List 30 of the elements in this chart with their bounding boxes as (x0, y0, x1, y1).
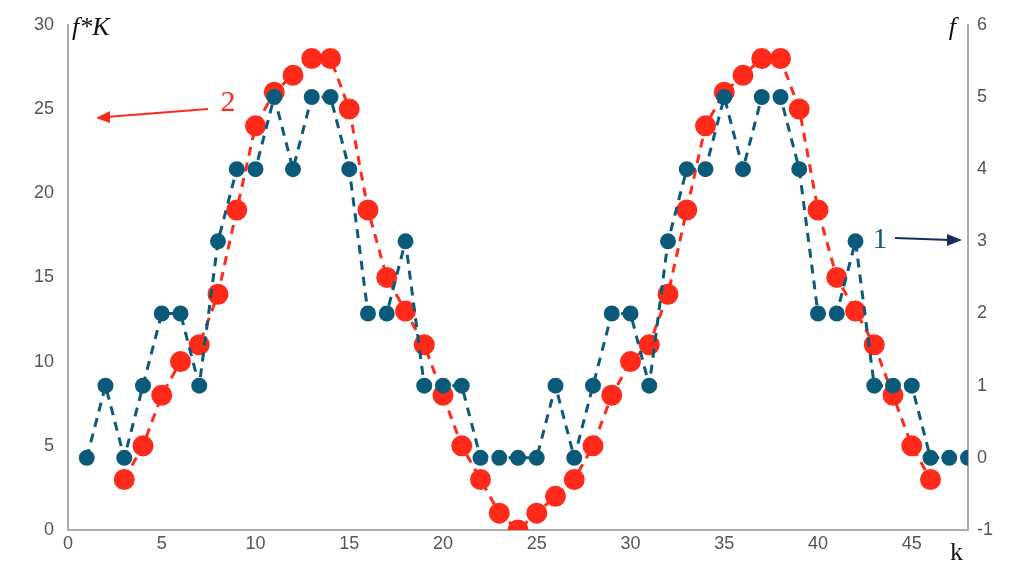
y-tick-label: 10 (33, 350, 54, 371)
y2-tick-label: 4 (977, 158, 988, 179)
x-tick-label: 10 (245, 532, 266, 553)
y-tick-label: 25 (33, 97, 54, 118)
x-tick-label: 40 (807, 532, 829, 553)
annotation: 1 (872, 220, 888, 254)
y2-tick-label: 3 (977, 230, 988, 251)
y-tick-label: 20 (33, 182, 54, 203)
x-tick-label: 5 (156, 532, 167, 553)
x-tick-label: 20 (432, 532, 454, 553)
x-tick-label: 30 (620, 532, 641, 553)
x-tick-label: 15 (339, 532, 360, 553)
y2-tick-label: 6 (977, 13, 988, 34)
x-tick-label: 25 (526, 532, 547, 553)
y2-tick-label: 0 (977, 446, 988, 467)
annotation: 2 (220, 83, 236, 117)
y-axis-title: f*K (72, 11, 112, 41)
y-tick-label: 15 (33, 266, 54, 287)
x-tick-label: 45 (901, 532, 922, 553)
y2-tick-label: 2 (977, 302, 988, 323)
y2-tick-label: -1 (977, 518, 994, 539)
y2-tick-label: 5 (977, 85, 988, 106)
y-tick-label: 0 (43, 518, 54, 539)
x-axis-title: k (950, 536, 963, 566)
y2-tick-label: 1 (977, 374, 988, 395)
y-tick-label: 5 (43, 434, 54, 455)
x-tick-label: 0 (62, 532, 74, 553)
x-tick-label: 35 (714, 532, 735, 553)
y2-axis-title: f (948, 11, 960, 41)
y-tick-label: 30 (33, 13, 54, 34)
